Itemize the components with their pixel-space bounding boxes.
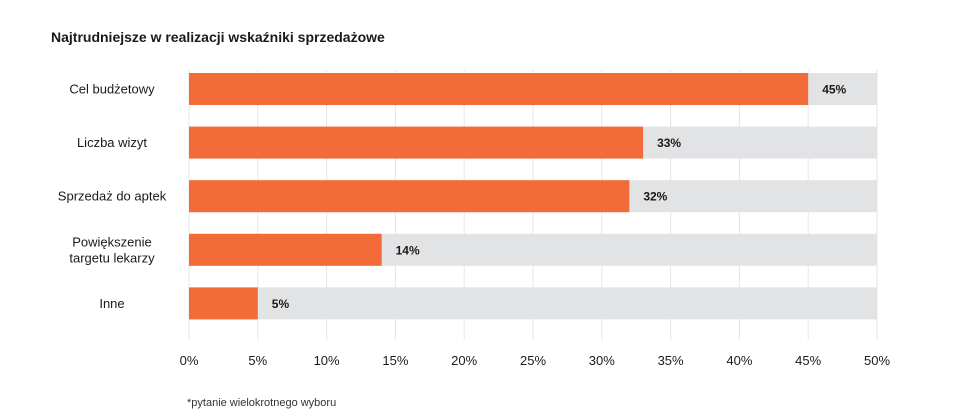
x-tick-label-10: 50% [864, 353, 890, 368]
x-tick-label-2: 10% [314, 353, 340, 368]
category-label-3: Powiększenie targetu lekarzy [69, 234, 155, 265]
category-label-2: Sprzedaż do aptek [58, 189, 167, 204]
bar-3 [189, 233, 382, 266]
bar-2 [189, 180, 630, 213]
bar-4 [189, 287, 258, 320]
x-tick-label-8: 40% [726, 353, 752, 368]
bar-0 [189, 73, 809, 105]
value-label-4: 5% [272, 297, 290, 311]
x-tick-label-7: 35% [658, 353, 684, 368]
category-label-1: Liczba wizyt [77, 135, 147, 150]
x-tick-label-5: 25% [520, 353, 546, 368]
x-tick-label-6: 30% [589, 353, 615, 368]
value-label-3: 14% [396, 243, 420, 257]
bar-track-4 [189, 287, 877, 320]
x-tick-label-3: 15% [382, 353, 408, 368]
category-label-0: Cel budżetowy [69, 82, 155, 97]
x-tick-label-0: 0% [180, 353, 199, 368]
category-label-4: Inne [99, 296, 124, 311]
bar-1 [189, 126, 644, 159]
chart-title: Najtrudniejsze w realizacji wskaźniki sp… [51, 29, 385, 45]
value-label-1: 33% [657, 136, 681, 150]
x-tick-label-9: 45% [795, 353, 821, 368]
footnote: *pytanie wielokrotnego wyboru [187, 397, 337, 409]
x-tick-label-4: 20% [451, 353, 477, 368]
x-tick-label-1: 5% [248, 353, 267, 368]
value-label-0: 45% [822, 83, 846, 97]
value-label-2: 32% [643, 190, 667, 204]
